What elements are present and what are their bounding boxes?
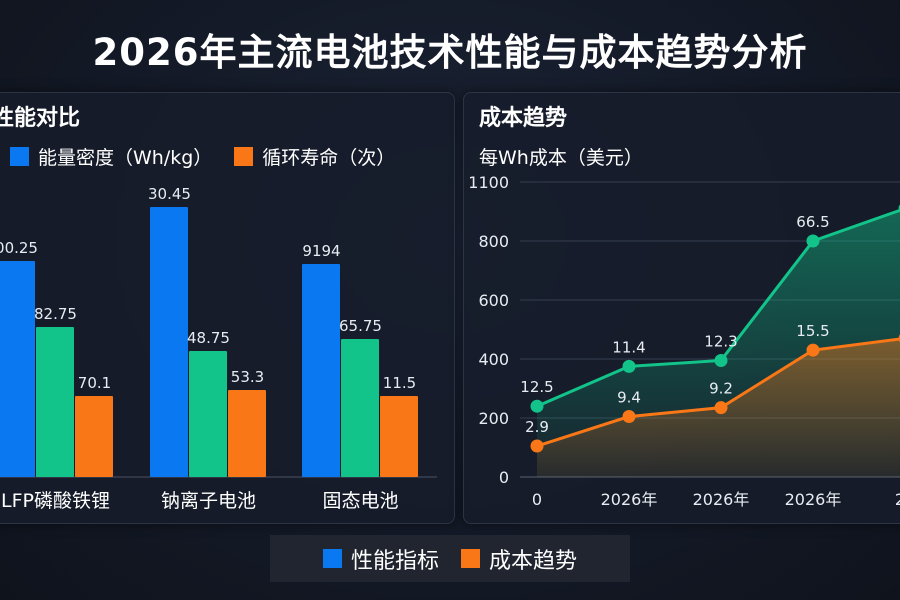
bottom-legend: 性能指标 成本趋势 — [270, 535, 630, 582]
bar — [0, 261, 35, 477]
legend-swatch-orange — [234, 147, 254, 166]
bar — [189, 351, 227, 477]
data-point — [714, 353, 728, 367]
bar-value-label: 48.75 — [187, 329, 230, 347]
bar-value-label: 65.75 — [339, 317, 382, 335]
performance-legend: 能量密度（Wh/kg） 循环寿命（次） — [10, 143, 395, 170]
y-tick-label: 400 — [478, 350, 509, 369]
legend-label: 成本趋势 — [489, 548, 578, 574]
bar — [341, 339, 379, 477]
bar — [36, 327, 74, 477]
legend-label: 能量密度（Wh/kg） — [38, 147, 213, 169]
point-value-label: 9.4 — [617, 389, 641, 407]
point-value-label: 11.4 — [612, 338, 645, 356]
point-value-label: 12.3 — [704, 332, 737, 350]
y-tick-label: 800 — [478, 232, 509, 251]
data-point — [806, 234, 820, 248]
bar — [228, 390, 266, 477]
y-tick-label: 1100 — [468, 173, 509, 192]
performance-chart-title: 性能对比 — [0, 106, 81, 131]
bar — [150, 207, 188, 477]
bar-value-label: 82.75 — [34, 305, 77, 323]
legend-item-cost[interactable]: 成本趋势 — [461, 543, 577, 575]
bar-category-label: 钠离子电池 — [161, 490, 256, 512]
bar — [380, 396, 418, 477]
data-point — [714, 401, 728, 415]
data-point — [530, 439, 544, 453]
y-tick-label: 600 — [478, 291, 509, 310]
bar-value-label: 70.1 — [78, 374, 111, 392]
bar-value-label: 9194 — [302, 242, 340, 260]
y-tick-label: 0 — [499, 468, 509, 487]
data-point — [622, 359, 636, 373]
legend-item-performance[interactable]: 性能指标 — [322, 543, 439, 575]
x-tick-label: 2026年 — [785, 490, 842, 509]
legend-swatch-orange — [461, 549, 480, 568]
bar-category-label: 固态电池 — [322, 490, 398, 512]
legend-label: 循环寿命（次） — [262, 147, 396, 169]
bar — [302, 264, 340, 477]
point-value-label: 15.5 — [796, 322, 829, 340]
bar-value-label: 30.45 — [148, 185, 191, 203]
bar-value-label: 11.5 — [383, 374, 416, 392]
point-value-label: 2.9 — [525, 418, 549, 436]
x-tick-label: 0 — [532, 490, 542, 509]
cost-y-axis-label: 每Wh成本（美元） — [479, 147, 643, 169]
legend-swatch-blue — [10, 147, 29, 166]
x-tick-label: 2026年 — [693, 490, 750, 509]
bar — [75, 396, 113, 477]
bar-category-label: LFP磷酸铁锂 — [1, 490, 110, 512]
y-tick-label: 200 — [478, 409, 509, 428]
data-point — [530, 399, 544, 413]
x-tick-label: 2026年 — [601, 490, 658, 509]
legend-label: 性能指标 — [350, 548, 439, 574]
bar-value-label: 00.25 — [0, 239, 38, 257]
data-point — [622, 410, 636, 424]
cost-chart-title: 成本趋势 — [479, 106, 568, 131]
legend-item-cycle-life: 循环寿命（次） — [234, 143, 395, 170]
legend-swatch-blue — [322, 549, 342, 568]
point-value-label: 9.2 — [709, 380, 733, 398]
page-title: 2026年主流电池技术性能与成本趋势分析 — [92, 31, 808, 74]
bar-value-label: 53.3 — [231, 368, 264, 386]
x-tick-label: 20 — [895, 490, 900, 509]
point-value-label: 12.5 — [520, 378, 553, 396]
point-value-label: 66.5 — [796, 213, 829, 231]
legend-item-energy-density: 能量密度（Wh/kg） — [10, 143, 212, 170]
data-point — [806, 343, 820, 357]
